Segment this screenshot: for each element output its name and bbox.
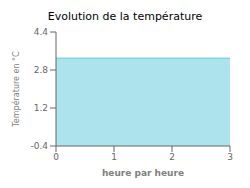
html-text:Evolution de la température: Evolution de la température — [47, 10, 203, 23]
svg-text:1.2: 1.2 — [34, 103, 48, 113]
svg-text:3: 3 — [227, 152, 233, 162]
svg-text:4.4: 4.4 — [34, 27, 49, 37]
svg-text:Température en °C: Température en °C — [11, 51, 21, 128]
svg-text:2: 2 — [169, 152, 175, 162]
svg-text:-0.4: -0.4 — [30, 141, 48, 151]
svg-text:1: 1 — [111, 152, 117, 162]
svg-text:heure par heure: heure par heure — [102, 168, 184, 178]
svg-text:2.8: 2.8 — [34, 65, 49, 75]
svg-text:0: 0 — [53, 152, 59, 162]
